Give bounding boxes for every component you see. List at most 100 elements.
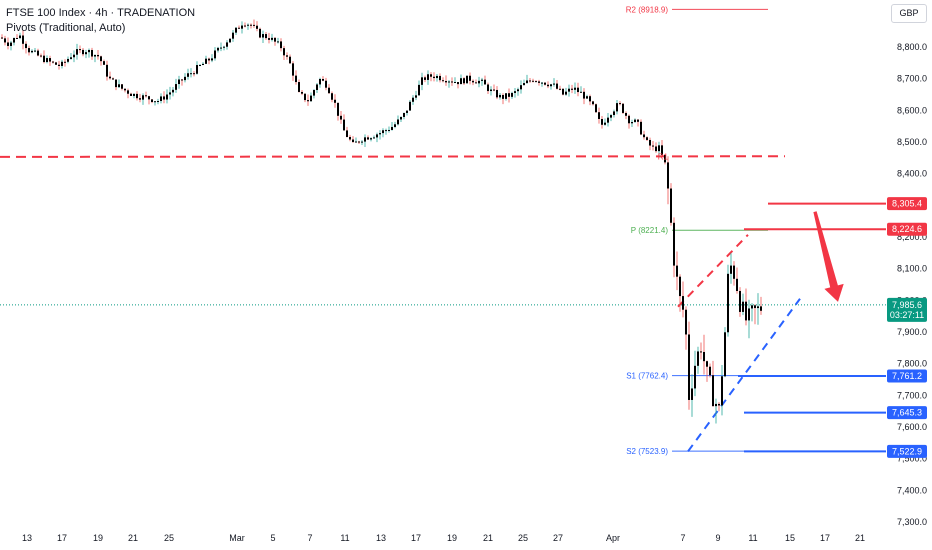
candle-body [439,75,441,81]
candle-body [481,79,483,81]
candle-body [757,306,759,309]
x-tick-label: 9 [715,533,720,543]
y-tick-label: 7,700.0 [897,390,927,400]
candle-body [328,87,330,94]
candle-body [19,35,21,39]
candle-body [637,119,639,122]
candle-body [436,75,438,79]
candle-body [523,83,525,86]
x-tick-label: 25 [518,533,528,543]
candle-body [703,351,705,362]
candle-body [226,42,228,47]
candle-body [265,34,267,39]
candle-body [682,296,684,310]
x-tick-label: 11 [340,533,349,543]
candle-body [31,50,33,53]
candle-body [658,145,660,152]
currency-badge[interactable]: GBP [891,4,927,23]
candle-body [157,101,159,103]
candle-body [721,376,723,406]
candle-body [55,62,57,65]
candle-body [337,102,339,116]
y-tick-label: 8,600.0 [897,105,927,115]
y-tick-label: 8,500.0 [897,137,927,147]
candle-body [751,305,753,309]
candle-body [673,222,675,266]
candle-body [625,112,627,116]
candle-body [313,90,315,96]
candle-body [88,49,90,53]
pivot-label-p: P (8221.4) [631,226,669,235]
candle-body [166,94,168,100]
candle-body [574,87,576,90]
candle-body [628,115,630,124]
candle-body [25,43,27,49]
candle-body [433,76,435,79]
candle-body [580,91,582,93]
candle-body [556,83,558,89]
candle-body [427,74,429,80]
pivot-label-s2: S2 (7523.9) [626,447,668,456]
current-price-tag-value: 7,985.6 [892,300,922,310]
candle-body [601,119,603,125]
candle-body [733,265,735,279]
candle-body [7,42,9,46]
candle-body [409,101,411,111]
candle-body [211,58,213,61]
candle-body [13,37,15,43]
candle-body [499,94,501,98]
candle-body [526,80,528,84]
x-tick-label: 21 [128,533,138,543]
candle-body [454,82,456,84]
candle-body [490,89,492,92]
candle-body [649,139,651,146]
candle-body [325,80,327,88]
candle-body [655,146,657,152]
x-tick-label: 25 [164,533,174,543]
candle-body [511,92,513,97]
candle-body [736,278,738,291]
candle-body [685,309,687,335]
candle-body [544,82,546,85]
candle-body [709,366,711,376]
candle-body [373,137,375,139]
candle-body [532,80,534,82]
level-tag-1-bg [887,222,927,236]
candle-body [124,88,126,91]
candle-body [565,91,567,95]
candle-body [145,95,147,97]
candle-body [562,88,564,95]
time-axis: 13 17 19 21 25 Mar 5 7 11 13 17 19 21 25 27 Apr 7 9 11 15 17… [22,533,865,543]
level-tag-0-bg [887,197,927,211]
candle-body [52,61,54,63]
candle-body [178,79,180,85]
pivot-label-r1: R1 [658,152,669,161]
candle-body [616,103,618,112]
candle-body [343,119,345,131]
candle-body [1,37,3,39]
candle-body [361,141,363,143]
candle-body [442,80,444,82]
candle-body [760,306,762,311]
pivot-labels: R2 (8918.9) R1 P (8221.4) S1 (7762.4) S2 (75… [626,5,669,456]
candle-body [358,141,360,143]
x-tick-label: 19 [447,533,457,543]
y-tick-label: 8,800.0 [897,42,927,52]
candle-body [694,365,696,389]
y-tick-label: 7,500.0 [897,454,927,464]
candle-body [460,78,462,85]
candle-body [478,80,480,84]
candle-body [310,95,312,102]
candle-body [583,91,585,99]
candle-body [202,63,204,66]
candle-body [43,55,45,63]
candle-body [76,49,78,55]
candle-body [376,134,378,138]
candle-body [664,155,666,163]
candle-body [271,37,273,40]
candle-body [148,96,150,100]
horizontal-levels [0,8,886,453]
candle-body [220,47,222,49]
x-tick-label: 7 [307,533,312,543]
